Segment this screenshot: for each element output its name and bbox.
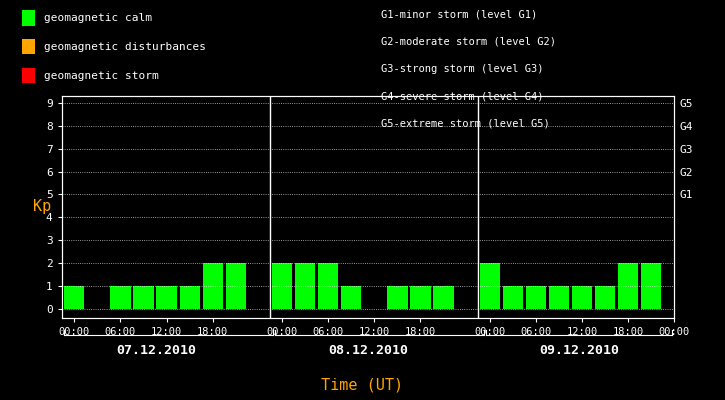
Bar xyxy=(157,286,177,309)
Text: geomagnetic disturbances: geomagnetic disturbances xyxy=(44,42,205,52)
Text: G2-moderate storm (level G2): G2-moderate storm (level G2) xyxy=(381,37,555,47)
Bar xyxy=(572,286,592,309)
Text: geomagnetic calm: geomagnetic calm xyxy=(44,13,152,23)
Bar xyxy=(595,286,616,309)
Bar xyxy=(434,286,454,309)
Bar xyxy=(618,263,638,309)
Bar xyxy=(202,263,223,309)
Y-axis label: Kp: Kp xyxy=(33,200,51,214)
Bar xyxy=(479,263,500,309)
Bar xyxy=(110,286,130,309)
Bar xyxy=(180,286,200,309)
Text: G4-severe storm (level G4): G4-severe storm (level G4) xyxy=(381,92,543,102)
Bar xyxy=(318,263,339,309)
Text: G3-strong storm (level G3): G3-strong storm (level G3) xyxy=(381,64,543,74)
Bar xyxy=(65,286,85,309)
Text: geomagnetic storm: geomagnetic storm xyxy=(44,70,158,81)
Text: 09.12.2010: 09.12.2010 xyxy=(539,344,619,356)
Text: G5-extreme storm (level G5): G5-extreme storm (level G5) xyxy=(381,119,550,129)
Bar xyxy=(272,263,292,309)
Text: Time (UT): Time (UT) xyxy=(321,377,404,392)
Bar xyxy=(410,286,431,309)
Bar xyxy=(295,263,315,309)
Bar xyxy=(526,286,546,309)
Text: 07.12.2010: 07.12.2010 xyxy=(117,344,196,356)
Bar xyxy=(133,286,154,309)
Bar xyxy=(225,263,246,309)
Text: G1-minor storm (level G1): G1-minor storm (level G1) xyxy=(381,10,537,20)
Bar xyxy=(641,263,661,309)
Bar xyxy=(387,286,407,309)
Bar xyxy=(549,286,569,309)
Bar xyxy=(502,286,523,309)
Text: 08.12.2010: 08.12.2010 xyxy=(328,344,408,356)
Bar xyxy=(341,286,361,309)
